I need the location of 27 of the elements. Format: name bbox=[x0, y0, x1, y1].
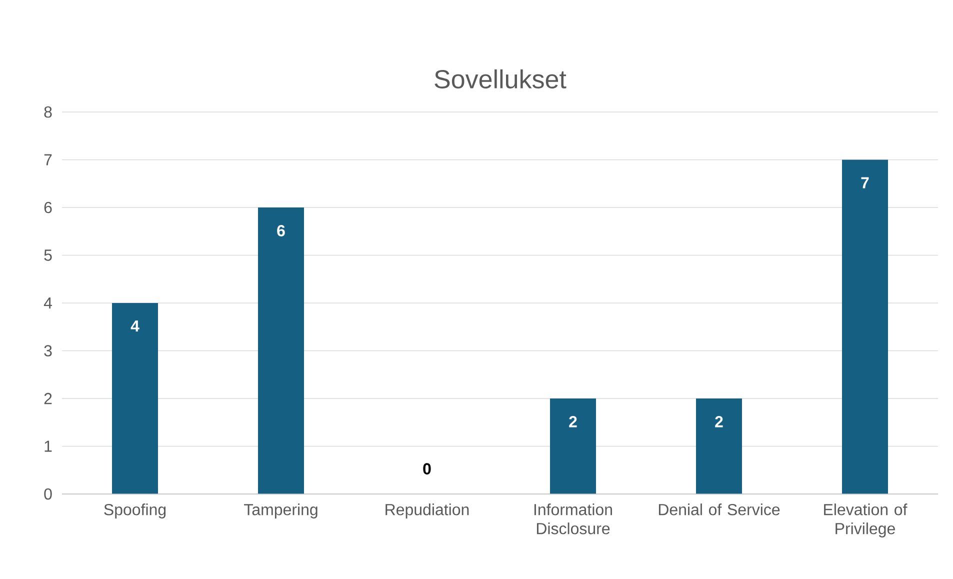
bar bbox=[258, 208, 304, 494]
y-tick-label: 6 bbox=[44, 202, 52, 214]
x-tick-label: Elevation of Privilege bbox=[824, 504, 908, 538]
y-tick-label: 0 bbox=[44, 488, 52, 500]
x-tick-label: Tampering bbox=[244, 504, 318, 518]
data-label: 2 bbox=[569, 416, 577, 428]
bar bbox=[550, 398, 596, 494]
x-tick-label: Repudiation bbox=[386, 504, 469, 518]
y-tick-label: 2 bbox=[44, 392, 52, 404]
data-label: 6 bbox=[277, 225, 285, 236]
y-tick-label: 3 bbox=[44, 345, 52, 356]
y-tick-label: 4 bbox=[44, 297, 52, 309]
bar bbox=[842, 160, 888, 494]
x-tick-label: Spoofing bbox=[104, 504, 166, 518]
y-tick-label: 8 bbox=[44, 106, 52, 118]
data-label: 0 bbox=[423, 463, 431, 474]
data-label: 7 bbox=[861, 177, 869, 188]
data-label: 4 bbox=[130, 320, 140, 332]
bar bbox=[696, 398, 742, 494]
x-tick-label: Denial of Service bbox=[658, 504, 780, 516]
bar bbox=[112, 303, 158, 494]
y-tick-label: 5 bbox=[44, 250, 52, 261]
data-label: 2 bbox=[715, 416, 723, 428]
y-tick-label: 1 bbox=[44, 440, 52, 452]
y-tick-label: 7 bbox=[44, 154, 52, 166]
chart-title: Sovellukset bbox=[434, 69, 566, 88]
x-tick-label: Information Disclosure bbox=[534, 504, 612, 534]
